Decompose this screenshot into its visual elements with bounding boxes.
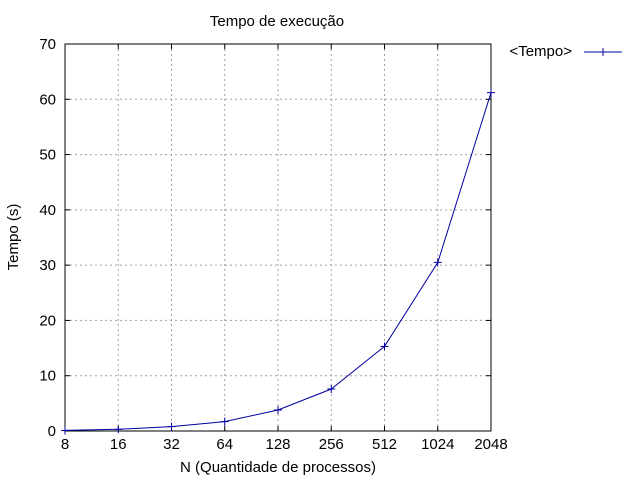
legend-label: <Tempo> xyxy=(509,43,572,60)
grid-lines xyxy=(65,44,491,431)
data-point-marker xyxy=(167,422,176,431)
legend: <Tempo> xyxy=(509,43,622,60)
x-axis-label: N (Quantidade de processos) xyxy=(180,459,376,476)
x-tick-label: 128 xyxy=(265,436,290,453)
data-point-marker xyxy=(61,426,69,435)
x-tick-label: 256 xyxy=(319,436,344,453)
x-tick-label: 512 xyxy=(372,436,397,453)
plot-frame xyxy=(64,43,492,432)
data-point-marker xyxy=(487,88,495,97)
y-tick-label: 20 xyxy=(39,312,56,329)
chart-title: Tempo de execução xyxy=(210,13,344,30)
legend-marker xyxy=(599,48,607,56)
data-point-marker xyxy=(114,425,123,434)
y-tick-label: 50 xyxy=(39,147,56,164)
y-tick-label: 60 xyxy=(39,91,56,108)
x-tick-label: 64 xyxy=(216,436,233,453)
data-point-marker xyxy=(433,258,442,267)
axes: 8 16 32 64 128 256 512 1024 2048 0 10 20 30 40 50 60 70 xyxy=(39,36,507,453)
x-tick-label: 32 xyxy=(163,436,180,453)
x-tick-label: 2048 xyxy=(474,436,507,453)
x-tick-label: 1024 xyxy=(421,436,454,453)
y-tick-label: 0 xyxy=(48,423,56,440)
series-layer xyxy=(61,88,495,435)
data-point-marker xyxy=(380,342,389,351)
y-axis-label: Tempo (s) xyxy=(5,204,22,271)
y-tick-label: 40 xyxy=(39,202,56,219)
data-point-marker xyxy=(327,384,336,393)
y-tick-label: 10 xyxy=(39,368,56,385)
data-point-marker xyxy=(220,417,229,426)
data-point-marker xyxy=(274,405,282,414)
y-tick-label: 30 xyxy=(39,257,56,274)
x-tick-label: 8 xyxy=(61,436,69,453)
x-tick-label: 16 xyxy=(110,436,127,453)
y-tick-label: 70 xyxy=(39,36,56,53)
